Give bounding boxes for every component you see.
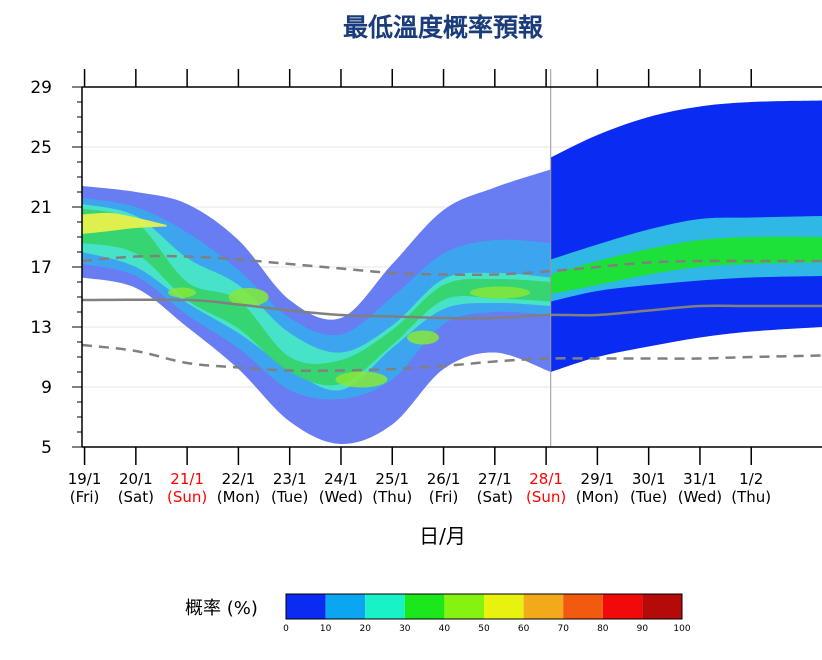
- y-tick-label: 25: [30, 138, 52, 158]
- legend-bin: [523, 594, 564, 619]
- x-axis-label: 日/月: [419, 524, 466, 548]
- legend-tick-label: 70: [557, 624, 569, 634]
- y-tick-label: 17: [30, 258, 52, 278]
- x-tick-date: 30/1: [632, 470, 666, 488]
- probability-blob: [228, 288, 269, 306]
- legend-bin: [404, 594, 445, 619]
- probability-band-0-10: [82, 169, 551, 445]
- median-line: [82, 298, 822, 320]
- y-tick-label: 9: [41, 378, 52, 398]
- probability-blob: [469, 286, 530, 299]
- y-tick-label: 13: [30, 318, 52, 338]
- legend-bin: [563, 594, 603, 619]
- x-tick-date: 26/1: [427, 470, 461, 488]
- legend-frame: [285, 593, 683, 620]
- x-tick-day: (Fri): [70, 488, 100, 506]
- probability-blob: [407, 330, 440, 345]
- x-tick-day: (Sun): [526, 488, 566, 506]
- extended-band-30-40: [550, 236, 822, 294]
- x-tick-day: (Mon): [217, 488, 260, 506]
- axes: 59131721252919/1(Fri)20/1(Sat)21/1(Sun)2…: [30, 69, 822, 506]
- legend-bin: [286, 594, 326, 619]
- legend-tick-label: 60: [518, 624, 530, 634]
- x-tick-day: (Tue): [630, 488, 667, 506]
- legend-label: 概率 (%): [185, 598, 258, 619]
- legend-tick-label: 90: [637, 624, 649, 634]
- legend: 0 10 20 30 40 50 60 70 80 90 100: [283, 593, 691, 634]
- x-tick-day: (Sat): [477, 488, 513, 506]
- legend-tick-label: 20: [359, 624, 371, 634]
- x-tick-date: 20/1: [119, 470, 153, 488]
- plot-area: [82, 69, 822, 447]
- x-tick-day: (Tue): [271, 488, 308, 506]
- x-tick-date: 1/2: [739, 470, 763, 488]
- x-tick-day: (Wed): [678, 488, 722, 506]
- y-tick-label: 21: [30, 198, 52, 218]
- lower-dashed-line: [82, 343, 822, 373]
- upper-dashed-line: [82, 254, 822, 277]
- x-tick-date: 25/1: [375, 470, 409, 488]
- x-tick-day: (Wed): [319, 488, 363, 506]
- probability-blob: [335, 371, 388, 388]
- x-tick-date: 31/1: [683, 470, 717, 488]
- y-tick-label: 29: [30, 78, 52, 98]
- y-tick-label: 5: [41, 438, 52, 458]
- legend-bin: [325, 594, 366, 619]
- x-tick-date: 28/1: [529, 470, 563, 488]
- x-tick-date: 27/1: [478, 470, 512, 488]
- x-tick-day: (Sat): [118, 488, 154, 506]
- legend-tick-label: 0: [283, 624, 289, 634]
- plot-content: [82, 87, 822, 447]
- x-tick-date: 22/1: [222, 470, 256, 488]
- x-tick-day: (Thu): [372, 488, 412, 506]
- legend-tick-label: 40: [439, 624, 451, 634]
- legend-bin: [444, 594, 484, 619]
- x-tick-date: 23/1: [273, 470, 307, 488]
- probability-band-10-20: [82, 198, 551, 400]
- legend-tick-label: 10: [320, 624, 332, 634]
- legend-tick-label: 100: [673, 624, 690, 634]
- probability-blob: [168, 287, 196, 298]
- legend-bin: [365, 594, 405, 619]
- x-tick-day: (Fri): [429, 488, 459, 506]
- x-tick-date: 21/1: [170, 470, 204, 488]
- legend-tick-label: 30: [399, 624, 411, 634]
- legend-bin: [602, 594, 643, 619]
- legend-bin: [642, 594, 682, 619]
- x-tick-day: (Sun): [167, 488, 207, 506]
- x-tick-date: 19/1: [68, 470, 102, 488]
- legend-tick-label: 50: [478, 624, 490, 634]
- legend-bin: [484, 594, 524, 619]
- x-tick-day: (Thu): [731, 488, 771, 506]
- probability-band-50-60: [82, 212, 167, 234]
- x-tick-day: (Mon): [576, 488, 619, 506]
- x-tick-date: 29/1: [581, 470, 615, 488]
- chart-title: 最低溫度概率預報: [342, 13, 543, 42]
- legend-tick-label: 80: [597, 624, 609, 634]
- x-tick-date: 24/1: [324, 470, 358, 488]
